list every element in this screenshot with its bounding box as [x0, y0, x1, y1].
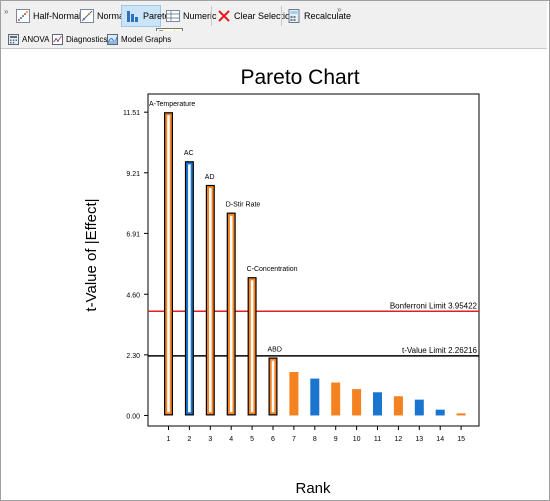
bar-highlight: [229, 215, 233, 413]
bar-label: AC: [184, 150, 194, 157]
recalculate-label: Recalculate: [304, 11, 352, 21]
bar-label: AD: [205, 174, 215, 181]
y-tick-label: 9.21: [126, 171, 140, 178]
x-tick-label: 14: [436, 436, 444, 443]
bar-highlight: [167, 115, 170, 413]
y-tick-label: 11.51: [123, 110, 140, 117]
x-tick-label: 11: [374, 436, 381, 443]
bar-highlight: [188, 164, 191, 413]
anova-calculator-icon: [8, 34, 19, 45]
pareto-label: Pareto: [143, 11, 170, 21]
x-tick-label: 9: [334, 436, 338, 443]
recalculate-button[interactable]: Recalculate: [283, 5, 351, 27]
anova-label: ANOVA: [22, 35, 50, 44]
toolbar-separator: [211, 6, 212, 26]
plot-area: [147, 93, 480, 427]
bar: [393, 396, 403, 416]
y-tick-label: 0.00: [126, 413, 140, 420]
diagnostics-label: Diagnostics: [66, 35, 108, 44]
bonferroni-limit-label: Bonferroni Limit 3.95422: [390, 301, 478, 310]
chart-title: Pareto Chart: [240, 66, 359, 89]
x-tick-label: 5: [250, 436, 254, 443]
model-graphs-icon: [107, 34, 118, 45]
x-tick-label: 13: [415, 436, 423, 443]
bar-highlight: [271, 360, 275, 413]
y-tick-label: 4.60: [126, 292, 140, 299]
bar-label: C-Concentration: [247, 266, 298, 273]
diagnostics-icon: [52, 34, 63, 45]
toolbar-overflow-left-icon[interactable]: »: [4, 7, 9, 16]
toolbar-separator: [281, 6, 282, 26]
x-tick-label: 7: [292, 436, 296, 443]
diagnostics-button[interactable]: Diagnostics: [49, 32, 110, 47]
half-normal-label: Half-Normal: [33, 11, 82, 21]
bar: [331, 382, 341, 416]
pareto-chart-icon: [126, 9, 140, 23]
bar: [352, 389, 362, 416]
t-value-limit-label: t-Value Limit 2.26216: [402, 346, 478, 355]
x-tick-label: 1: [167, 436, 171, 443]
y-axis-label: t-Value of |Effect|: [83, 198, 100, 311]
main-toolbar: » Half-Normal Normal Pareto Numeric Clea…: [1, 1, 547, 32]
bar: [414, 399, 424, 416]
anova-button[interactable]: ANOVA: [5, 32, 52, 47]
bar-label: D-Stir Rate: [226, 202, 261, 209]
bar-label: ABD: [268, 346, 282, 353]
clear-x-icon: [217, 9, 231, 23]
normal-label: Normal: [97, 11, 127, 21]
normal-button[interactable]: Normal: [76, 5, 126, 27]
model-graphs-button[interactable]: Model Graphs: [104, 32, 174, 47]
normal-plot-icon: [80, 9, 94, 23]
x-tick-label: 15: [457, 436, 465, 443]
model-graphs-label: Model Graphs: [121, 35, 172, 44]
pareto-button[interactable]: Pareto: [121, 5, 170, 27]
x-tick-label: 3: [208, 436, 212, 443]
numeric-table-icon: [166, 9, 180, 23]
y-tick-label: 6.91: [126, 231, 140, 238]
sub-toolbar: ANOVA Diagnostics Model Graphs: [1, 31, 547, 49]
x-tick-label: 10: [353, 436, 361, 443]
bar: [435, 409, 445, 416]
recalculate-icon: [287, 9, 301, 23]
toolbar-overflow-right-icon[interactable]: »: [337, 5, 342, 14]
bar-highlight: [250, 280, 254, 413]
half-normal-plot-icon: [16, 9, 30, 23]
bar: [310, 378, 320, 416]
x-tick-label: 4: [229, 436, 233, 443]
x-axis-label: Rank: [295, 480, 331, 497]
x-tick-label: 8: [313, 436, 317, 443]
bar: [373, 392, 382, 416]
bar: [456, 413, 466, 416]
numeric-label: Numeric: [183, 11, 217, 21]
x-tick-label: 2: [187, 436, 191, 443]
bar-highlight: [209, 188, 212, 413]
bar: [289, 371, 299, 416]
clear-selection-label: Clear Selection: [234, 11, 296, 21]
clear-selection-button[interactable]: Clear Selection: [213, 5, 295, 27]
numeric-button[interactable]: Numeric: [162, 5, 217, 27]
x-tick-label: 12: [395, 436, 403, 443]
y-tick-label: 2.30: [126, 353, 140, 360]
bar-label: A-Temperature: [149, 101, 195, 108]
x-tick-label: 6: [271, 436, 275, 443]
half-normal-button[interactable]: Half-Normal: [12, 5, 81, 27]
